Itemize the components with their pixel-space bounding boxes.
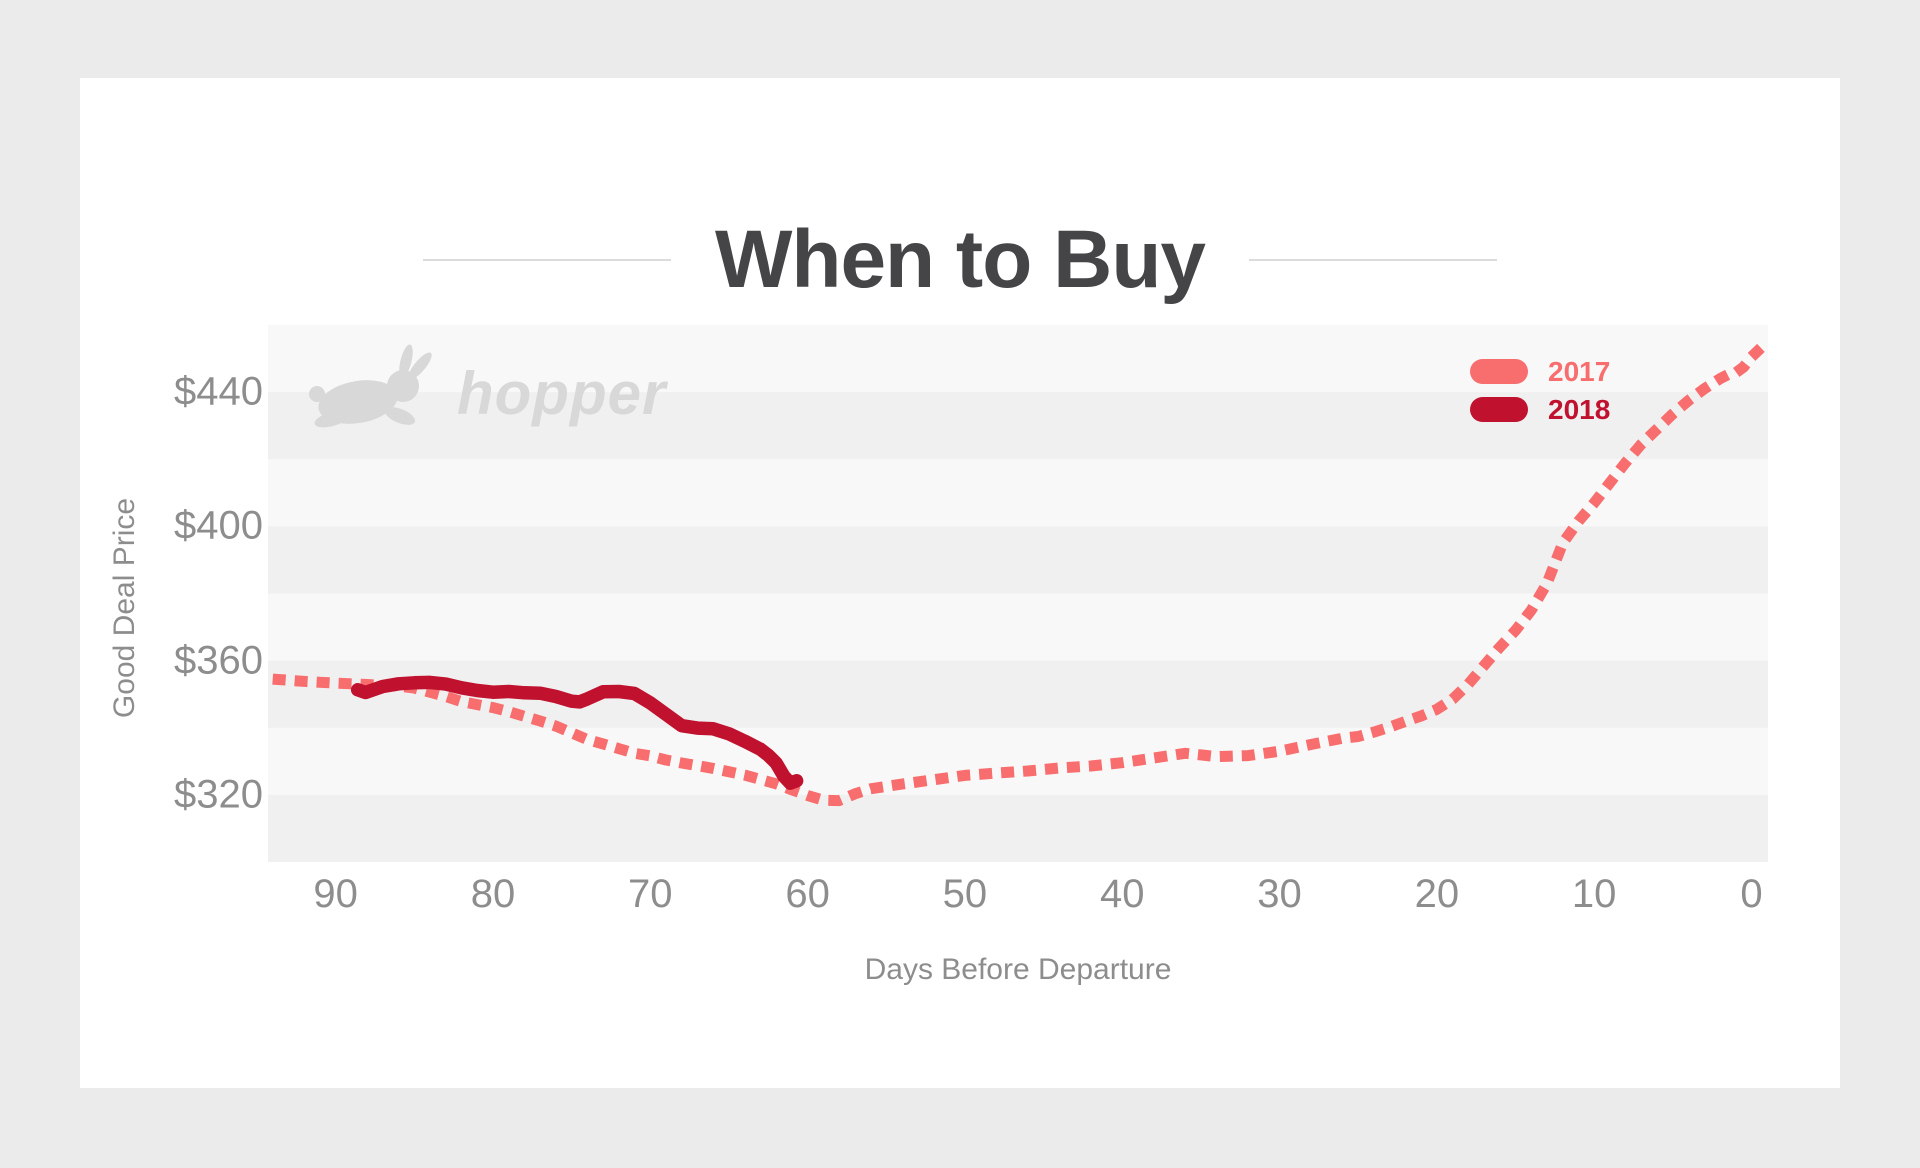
grid-band [268, 794, 1768, 862]
title-rule-right [1249, 259, 1498, 261]
title-row: When to Buy [0, 208, 1920, 312]
x-tick-label: 60 [785, 872, 830, 916]
y-tick-label: $360 [174, 638, 263, 683]
title-rule-left [422, 259, 671, 261]
series-line-2018 [350, 675, 804, 790]
x-tick-label: 40 [1099, 872, 1145, 916]
hopper-rabbit-icon [309, 344, 432, 428]
legend-swatch-2017 [1470, 359, 1528, 384]
hopper-logo: hopper [303, 344, 667, 432]
plot-area [268, 325, 1768, 862]
x-tick-label: 0 [1740, 872, 1763, 916]
x-tick-label: 10 [1571, 872, 1617, 916]
x-axis-title: Days Before Departure [864, 953, 1172, 986]
legend-swatch-2018 [1470, 397, 1528, 422]
legend: 2017 2018 [1470, 356, 1611, 425]
x-tick-label: 20 [1414, 872, 1460, 916]
y-tick-label: $440 [174, 369, 263, 414]
x-tick-label: 80 [470, 872, 516, 916]
y-tick-label: $320 [174, 772, 263, 817]
page-title: When to Buy [714, 214, 1206, 305]
grid-band [268, 593, 1768, 662]
legend-item-2017: 2017 [1470, 356, 1611, 387]
legend-label: 2017 [1548, 356, 1611, 387]
grid-band [268, 526, 1768, 594]
series-line-2017 [272, 337, 1768, 807]
y-tick-label: $400 [174, 503, 263, 548]
legend-item-2018: 2018 [1470, 394, 1611, 425]
x-tick-label: 90 [313, 872, 358, 916]
grid-band [268, 459, 1768, 527]
hopper-wordmark: hopper [457, 360, 667, 427]
legend-label: 2018 [1548, 394, 1611, 425]
grid-band [268, 727, 1768, 796]
x-tick-label: 70 [628, 872, 673, 916]
x-tick-label: 50 [942, 872, 988, 916]
y-axis-title: Good Deal Price [108, 497, 141, 719]
x-tick-label: 30 [1257, 872, 1302, 916]
